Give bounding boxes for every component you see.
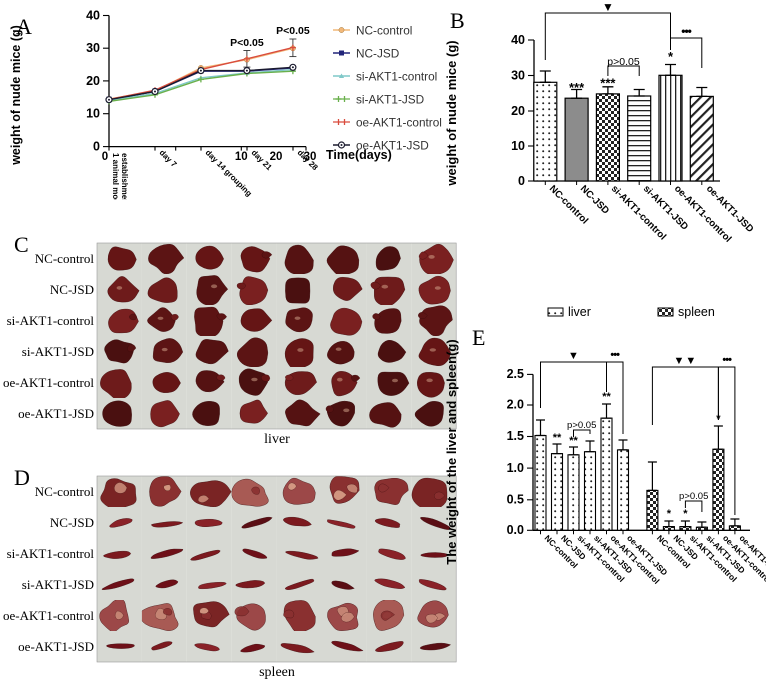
svg-text:▼: ▼ [602,0,614,14]
svg-text:p>0.05: p>0.05 [679,491,708,502]
svg-text:0: 0 [518,174,525,188]
svg-text:P<0.05: P<0.05 [230,37,264,49]
svg-text:1.5: 1.5 [507,429,524,443]
svg-text:0.0: 0.0 [507,523,524,537]
svg-text:▼: ▼ [568,350,579,362]
svg-text:si-AKT1-JSD: si-AKT1-JSD [356,93,424,107]
svg-text:The weight of the liver and sp: The weight of the liver and spleen(g) [444,339,459,564]
svg-text:10: 10 [511,139,525,153]
svg-text:0: 0 [102,151,108,163]
svg-text:40: 40 [511,33,525,47]
svg-text:•••: ••• [722,354,732,366]
svg-text:***: *** [600,76,616,91]
svg-text:weight of nude mice (g): weight of nude mice (g) [9,25,23,166]
svg-text:2.0: 2.0 [507,398,524,412]
svg-text:si-AKT1-control: si-AKT1-control [609,183,668,242]
svg-text:spleen: spleen [678,305,715,319]
svg-text:oe-AKT1-control: oe-AKT1-control [672,183,733,244]
svg-text:**: ** [602,391,611,403]
svg-text:20: 20 [270,151,283,163]
svg-text:10: 10 [235,151,248,163]
svg-text:20: 20 [86,74,100,88]
svg-text:liver: liver [568,305,591,319]
svg-text:30: 30 [86,41,100,55]
svg-text:weight of nude mice (g): weight of nude mice (g) [444,40,459,186]
svg-text:oe-AKT1-control: oe-AKT1-control [356,116,442,130]
svg-text:p>0.05: p>0.05 [607,56,640,68]
svg-text:*: * [667,508,672,520]
svg-text:si-AKT1-control: si-AKT1-control [356,70,437,84]
svg-text:**: ** [553,432,562,444]
svg-text:2.5: 2.5 [507,367,524,381]
svg-text:NC-control: NC-control [356,24,412,38]
svg-text:30: 30 [511,69,525,83]
svg-text:p>0.05: p>0.05 [567,420,596,431]
svg-text:10: 10 [86,107,100,121]
svg-text:day 7: day 7 [158,148,179,169]
svg-text:1 animal model: 1 animal model [111,153,120,200]
svg-text:20: 20 [511,104,525,118]
svg-text:*: * [668,49,674,64]
svg-text:P<0.05: P<0.05 [276,25,310,37]
svg-text:NC-JSD: NC-JSD [356,47,399,61]
svg-text:40: 40 [86,9,100,23]
svg-text:establishment: establishment [120,153,129,200]
svg-text:oe-AKT1-JSD: oe-AKT1-JSD [356,139,429,153]
svg-text:▼▼: ▼▼ [674,355,698,367]
svg-text:0: 0 [93,140,100,154]
svg-text:***: *** [569,80,585,95]
svg-text:0.5: 0.5 [507,493,524,507]
svg-text:1.0: 1.0 [507,461,524,475]
svg-text:•••: ••• [681,24,691,38]
svg-text:*: * [683,508,688,520]
svg-text:•••: ••• [610,349,620,361]
